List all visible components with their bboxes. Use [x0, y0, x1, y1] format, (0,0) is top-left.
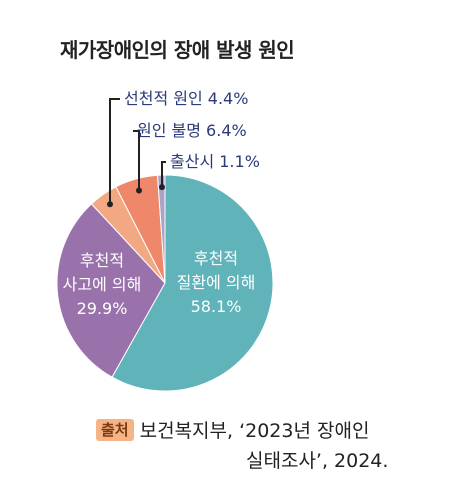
leader-lines — [107, 98, 166, 208]
source-note: 출처 보건복지부, ‘2023년 장애인 실태조사’, 2024. — [96, 416, 416, 476]
slice-label-후천적-질환에-의해: 후천적 질환에 의해 58.1% — [177, 249, 256, 316]
pie-slices — [56, 174, 274, 392]
slice-label-선천적-원인: 선천적 원인 4.4% — [124, 89, 248, 108]
source-line-1: 보건복지부, ‘2023년 장애인 — [139, 420, 370, 442]
slice-label-원인-불명: 원인 불명 6.4% — [137, 121, 247, 140]
source-line-2: 실태조사’, 2024. — [246, 450, 389, 472]
leader-line-원인-불명 — [133, 130, 140, 191]
leader-line-출산시 — [161, 161, 166, 188]
slice-label-출산시: 출산시 1.1% — [170, 152, 260, 171]
leader-dot-원인-불명 — [136, 187, 142, 194]
leader-dot-출산시 — [159, 184, 165, 191]
leader-line-선천적-원인 — [109, 98, 120, 205]
pie-slice-후천적-사고에-의해 — [56, 203, 166, 378]
pie-slice-후천적-질환에-의해 — [111, 174, 274, 392]
chart-title: 재가장애인의 장애 발생 원인 — [60, 38, 295, 62]
source-badge: 출처 — [96, 419, 134, 441]
pie-svg: 후천적 질환에 의해 58.1% 후천적 사고에 의해 29.9% 선천적 원인 4.4% 원… — [56, 89, 274, 392]
slice-labels: 후천적 질환에 의해 58.1% 후천적 사고에 의해 29.9% 선천적 원인 4.4% 원… — [63, 89, 260, 318]
leader-dot-선천적-원인 — [107, 201, 113, 208]
slice-label-후천적-사고에-의해: 후천적 사고에 의해 29.9% — [63, 251, 142, 318]
